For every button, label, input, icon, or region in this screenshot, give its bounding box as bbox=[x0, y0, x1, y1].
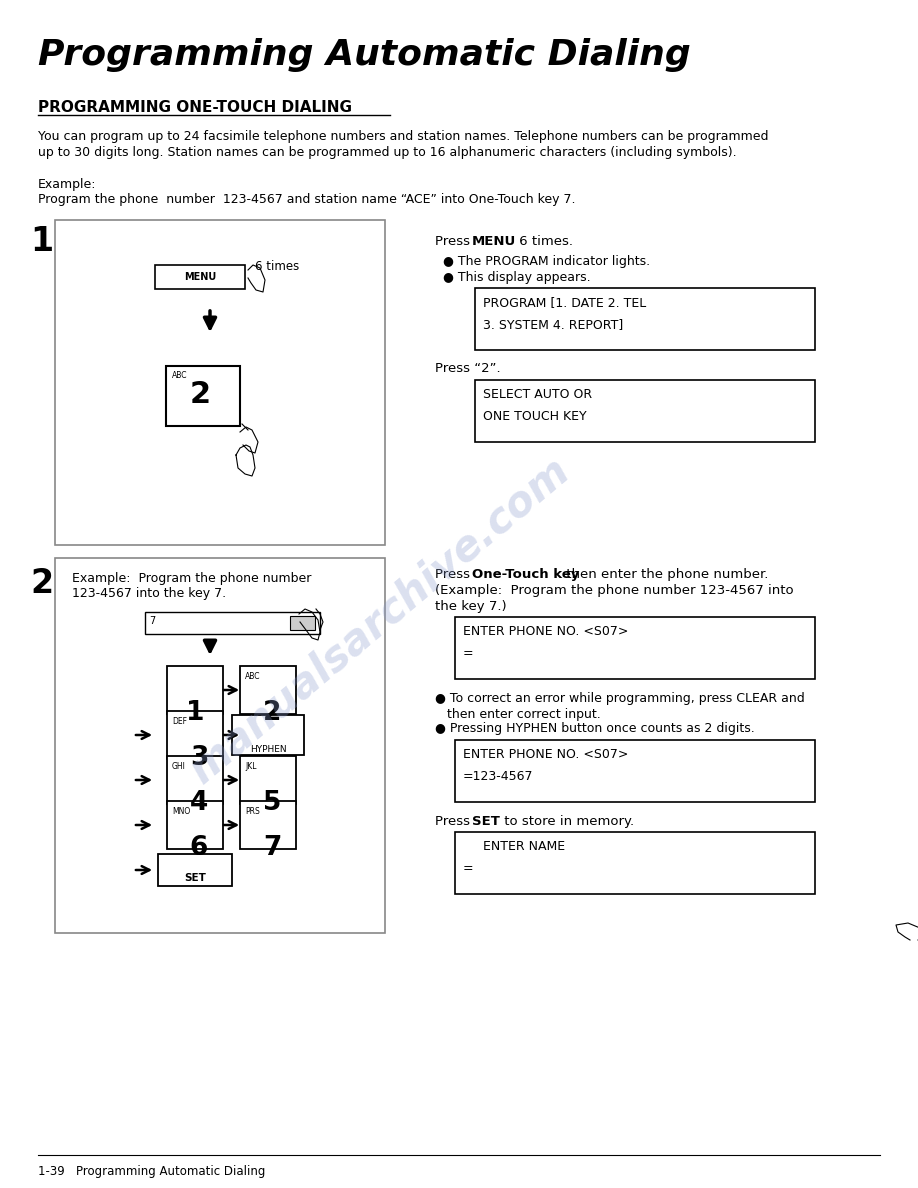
Text: 2: 2 bbox=[263, 700, 281, 726]
Text: 123-4567 into the key 7.: 123-4567 into the key 7. bbox=[72, 587, 226, 600]
Text: SET: SET bbox=[472, 815, 500, 828]
Text: 6: 6 bbox=[190, 835, 208, 861]
FancyBboxPatch shape bbox=[290, 617, 315, 630]
FancyBboxPatch shape bbox=[232, 715, 304, 756]
Text: GHI: GHI bbox=[172, 762, 185, 771]
Text: =123-4567: =123-4567 bbox=[463, 770, 533, 783]
Text: 6 times.: 6 times. bbox=[515, 235, 573, 248]
Text: Press: Press bbox=[435, 568, 475, 581]
Text: ● The PROGRAM indicator lights.: ● The PROGRAM indicator lights. bbox=[443, 255, 650, 268]
Text: ENTER NAME: ENTER NAME bbox=[463, 840, 565, 853]
FancyBboxPatch shape bbox=[167, 756, 223, 804]
Text: 1: 1 bbox=[30, 225, 53, 258]
Text: then enter the phone number.: then enter the phone number. bbox=[562, 568, 768, 581]
FancyBboxPatch shape bbox=[455, 617, 815, 680]
Text: the key 7.): the key 7.) bbox=[435, 600, 507, 613]
Text: ● This display appears.: ● This display appears. bbox=[443, 271, 590, 284]
Text: HYPHEN: HYPHEN bbox=[250, 745, 286, 754]
Text: 2: 2 bbox=[190, 380, 211, 409]
FancyBboxPatch shape bbox=[475, 380, 815, 442]
Text: Program the phone  number  123-4567 and station name “ACE” into One-Touch key 7.: Program the phone number 123-4567 and st… bbox=[38, 192, 576, 206]
Text: Example:: Example: bbox=[38, 178, 96, 191]
Text: ENTER PHONE NO. <S07>: ENTER PHONE NO. <S07> bbox=[463, 748, 629, 762]
Text: 7: 7 bbox=[263, 835, 281, 861]
Text: ● To correct an error while programming, press CLEAR and: ● To correct an error while programming,… bbox=[435, 691, 805, 704]
Text: ● Pressing HYPHEN button once counts as 2 digits.: ● Pressing HYPHEN button once counts as … bbox=[435, 722, 755, 735]
Text: SET: SET bbox=[185, 873, 206, 883]
Text: 2: 2 bbox=[30, 567, 53, 600]
Text: ENTER PHONE NO. <S07>: ENTER PHONE NO. <S07> bbox=[463, 625, 629, 638]
Text: (Example:  Program the phone number 123-4567 into: (Example: Program the phone number 123-4… bbox=[435, 584, 794, 598]
Text: PROGRAMMING ONE-TOUCH DIALING: PROGRAMMING ONE-TOUCH DIALING bbox=[38, 100, 352, 115]
Text: MNO: MNO bbox=[172, 807, 190, 816]
FancyBboxPatch shape bbox=[475, 287, 815, 350]
FancyBboxPatch shape bbox=[455, 832, 815, 895]
Text: to store in memory.: to store in memory. bbox=[500, 815, 634, 828]
Text: 1-39   Programming Automatic Dialing: 1-39 Programming Automatic Dialing bbox=[38, 1165, 265, 1178]
Text: up to 30 digits long. Station names can be programmed up to 16 alphanumeric char: up to 30 digits long. Station names can … bbox=[38, 146, 736, 159]
Text: Press “2”.: Press “2”. bbox=[435, 362, 500, 375]
Text: Press: Press bbox=[435, 235, 475, 248]
Text: Programming Automatic Dialing: Programming Automatic Dialing bbox=[38, 38, 690, 72]
Text: 1: 1 bbox=[185, 700, 204, 726]
FancyBboxPatch shape bbox=[167, 666, 223, 714]
Text: PROGRAM [1. DATE 2. TEL: PROGRAM [1. DATE 2. TEL bbox=[483, 296, 646, 309]
FancyBboxPatch shape bbox=[55, 220, 385, 545]
FancyBboxPatch shape bbox=[455, 740, 815, 802]
Text: 4: 4 bbox=[190, 790, 208, 816]
FancyBboxPatch shape bbox=[240, 756, 296, 804]
FancyBboxPatch shape bbox=[240, 666, 296, 714]
Text: manualsarchive.com: manualsarchive.com bbox=[182, 449, 578, 791]
Text: MENU: MENU bbox=[472, 235, 516, 248]
FancyBboxPatch shape bbox=[167, 801, 223, 849]
Text: You can program up to 24 facsimile telephone numbers and station names. Telephon: You can program up to 24 facsimile telep… bbox=[38, 129, 768, 143]
Text: Press: Press bbox=[435, 815, 475, 828]
Text: 5: 5 bbox=[263, 790, 281, 816]
FancyBboxPatch shape bbox=[166, 366, 240, 426]
FancyBboxPatch shape bbox=[167, 710, 223, 759]
Text: JKL: JKL bbox=[245, 762, 256, 771]
Text: DEF: DEF bbox=[172, 718, 187, 726]
Text: 3: 3 bbox=[190, 745, 208, 771]
Text: 6 times: 6 times bbox=[255, 260, 299, 273]
FancyBboxPatch shape bbox=[240, 801, 296, 849]
FancyBboxPatch shape bbox=[158, 854, 232, 886]
FancyBboxPatch shape bbox=[155, 265, 245, 289]
Text: ABC: ABC bbox=[245, 672, 261, 681]
Text: One-Touch key: One-Touch key bbox=[472, 568, 579, 581]
Text: ABC: ABC bbox=[172, 371, 187, 380]
FancyBboxPatch shape bbox=[55, 558, 385, 933]
Text: Example:  Program the phone number: Example: Program the phone number bbox=[72, 571, 311, 584]
Text: then enter correct input.: then enter correct input. bbox=[435, 708, 600, 721]
Text: MENU: MENU bbox=[184, 272, 216, 282]
Text: PRS: PRS bbox=[245, 807, 260, 816]
Text: =: = bbox=[463, 862, 474, 876]
Text: =: = bbox=[463, 647, 474, 661]
Text: ONE TOUCH KEY: ONE TOUCH KEY bbox=[483, 410, 587, 423]
FancyBboxPatch shape bbox=[145, 612, 320, 634]
Text: 7: 7 bbox=[149, 617, 155, 626]
Text: 3. SYSTEM 4. REPORT]: 3. SYSTEM 4. REPORT] bbox=[483, 318, 623, 331]
Text: SELECT AUTO OR: SELECT AUTO OR bbox=[483, 388, 592, 402]
